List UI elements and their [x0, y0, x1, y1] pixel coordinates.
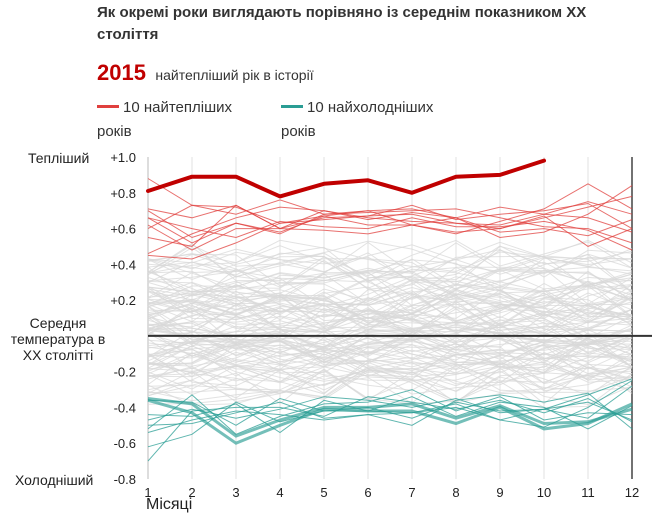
series-line-other [147, 255, 633, 293]
series-line-warm [147, 185, 633, 247]
series-line-cold [147, 397, 633, 438]
series-line-other [147, 345, 633, 385]
series-line-other [147, 273, 633, 310]
x-tick-label: 12 [625, 485, 639, 500]
highlight-year: 2015 [97, 60, 146, 85]
average-label: Середня температура в ХХ столітті [10, 315, 106, 363]
colder-label: Холодніший [15, 472, 94, 488]
series-line-other [147, 327, 633, 354]
x-tick-label: 8 [452, 485, 459, 500]
series-line-other [147, 366, 633, 402]
x-tick-label: 3 [232, 485, 239, 500]
series-line-other [147, 357, 633, 395]
series-line-other [147, 305, 633, 341]
series-line-warm [147, 215, 633, 251]
y-tick-label: -0.8 [114, 472, 136, 487]
y-tick-label: +0.2 [110, 293, 136, 308]
series-line-other [147, 300, 633, 337]
series-line-cold [147, 398, 633, 445]
series-line-warm [147, 204, 633, 233]
y-tick-label: +0.6 [110, 222, 136, 237]
series-line-warm [147, 183, 633, 244]
series-line-other [147, 364, 633, 399]
series-line-other [147, 286, 633, 324]
x-tick-label: 6 [364, 485, 371, 500]
series-line-other [147, 253, 633, 288]
chart-title: Як окремі роки виглядають порівняно із с… [97, 4, 587, 43]
series-line-cold [147, 401, 633, 448]
y-tick-label: -0.2 [114, 365, 136, 380]
highlight-note: 2015 найтепліший рік в історії [97, 60, 314, 86]
y-tick-label: +0.8 [110, 186, 136, 201]
legend-cold-label: 10 найхолодніших років [281, 99, 434, 140]
series-line-other [147, 289, 633, 328]
legend-warm-label: 10 найтепліших років [97, 99, 233, 140]
series-line-other [147, 270, 633, 305]
series-line-other [147, 244, 633, 283]
series-line-warm [147, 195, 633, 255]
x-tick-label: 1 [144, 485, 151, 500]
series-line-cold [147, 385, 633, 434]
series-line-other [147, 297, 633, 335]
warmer-label: Тепліший [28, 150, 90, 166]
x-tick-label: 9 [496, 485, 503, 500]
series-line-other [147, 360, 633, 394]
series-line-other [147, 284, 633, 324]
y-tick-label: +1.0 [110, 150, 136, 165]
x-tick-label: 10 [537, 485, 551, 500]
series-line-other [147, 270, 633, 306]
series-line-other [147, 281, 633, 319]
x-tick-label: 11 [581, 485, 595, 500]
series-line-other [147, 290, 633, 322]
legend-warm: 10 найтепліших років [97, 96, 257, 144]
series-line-other [147, 267, 633, 301]
series-line-other [147, 345, 633, 384]
series-line-other [147, 353, 633, 383]
series-line-other [147, 276, 633, 308]
legend-warm-swatch [97, 104, 119, 108]
series-line-cold [147, 389, 633, 435]
series-line-warm [147, 201, 633, 239]
series-line-other [147, 366, 633, 405]
series-line-other [147, 287, 633, 322]
x-axis-label: Місяці [146, 496, 193, 513]
x-tick-label: 7 [408, 485, 415, 500]
x-tick-label: 2 [188, 485, 195, 500]
highlight-text: найтепліший рік в історії [155, 67, 314, 83]
y-tick-label: -0.4 [114, 400, 136, 415]
series-line-other [147, 301, 633, 333]
series-line-other [147, 270, 633, 307]
y-tick-label: +0.4 [110, 257, 136, 272]
series-line-other [147, 351, 633, 382]
series-line-warm [147, 208, 633, 260]
series-line-other [147, 322, 633, 361]
series-line-other [147, 369, 633, 402]
series-line-other [147, 255, 633, 290]
series-line-other [147, 289, 633, 326]
legend-cold: 10 найхолодніших років [281, 96, 471, 144]
y-tick-label: -0.6 [114, 436, 136, 451]
series-line-other [147, 241, 633, 282]
series-line-other [147, 348, 633, 386]
series-line-other [147, 346, 633, 385]
series-line-2015 [146, 158, 546, 199]
series-line-cold [147, 392, 633, 430]
series-line-warm [147, 202, 633, 230]
series-line-other [147, 368, 633, 405]
series-line-warm [147, 217, 633, 251]
x-tick-label: 5 [320, 485, 327, 500]
series-line-other [147, 279, 633, 318]
series-line-other [147, 315, 633, 344]
legend-cold-swatch [281, 104, 303, 108]
x-tick-label: 4 [276, 485, 283, 500]
series-line-cold [147, 380, 633, 433]
series-line-other [147, 342, 633, 369]
